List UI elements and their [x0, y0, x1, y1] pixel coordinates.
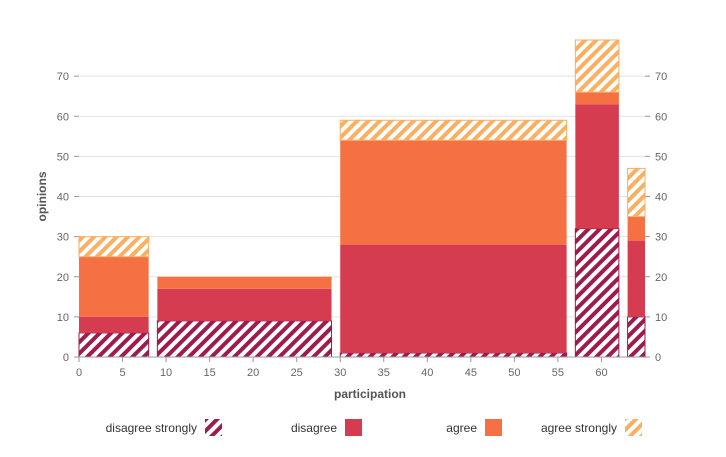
y-tick-label-right: 0 [655, 352, 661, 364]
legend-item: disagree [291, 419, 362, 436]
legend: disagree strongly disagree agree agree stro… [106, 419, 642, 436]
x-tick-label: 10 [160, 367, 172, 379]
y-tick-label-right: 20 [655, 272, 667, 284]
bar-segment-disagree-strongly [339, 352, 568, 358]
bar-group [78, 236, 150, 358]
x-tick-label: 30 [334, 367, 346, 379]
legend-swatch [625, 419, 642, 436]
bar-group [339, 119, 568, 358]
y-tick-label-left: 10 [57, 312, 69, 324]
y-tick-label-left: 50 [57, 151, 69, 163]
y-tick-label-left: 30 [57, 232, 69, 244]
x-tick-label: 15 [203, 367, 215, 379]
bar-segment-disagree [575, 104, 619, 229]
legend-label: disagree [291, 421, 337, 435]
x-tick-label: 50 [508, 367, 520, 379]
y-tick-label-right: 50 [655, 151, 667, 163]
bar-segment-agree [79, 256, 149, 317]
bar-segment-disagree-strongly [78, 332, 150, 358]
bar-segment-agree [627, 216, 645, 241]
y-tick-label-left: 70 [57, 71, 69, 83]
y-tick-label-right: 70 [655, 71, 667, 83]
x-tick-label: 55 [552, 367, 564, 379]
legend-item: agree strongly [541, 419, 642, 436]
bar-segment-disagree [79, 316, 149, 333]
axes: opinions participation 0 5 10 15 20 25 30 35 40 4… [35, 171, 645, 401]
bar-segment-disagree-strongly [574, 228, 620, 358]
bar-segment-disagree-strongly [627, 316, 646, 358]
bar-segment-agree [157, 276, 332, 289]
x-tick-label: 5 [119, 367, 125, 379]
bars [78, 39, 646, 358]
bar-segment-disagree-strongly [156, 320, 333, 358]
legend-item: disagree strongly [106, 419, 222, 436]
legend-swatch [345, 419, 362, 436]
bar-segment-disagree [340, 244, 567, 353]
y-tick-label-right: 40 [655, 192, 667, 204]
x-tick-label: 25 [291, 367, 303, 379]
y-tick-label-right: 10 [655, 312, 667, 324]
bar-segment-agree [575, 92, 619, 105]
legend-swatch [485, 419, 502, 436]
legend-label: disagree strongly [106, 421, 197, 435]
x-tick-label: 60 [595, 367, 607, 379]
legend-label: agree strongly [541, 421, 617, 435]
y-axis-title: opinions [35, 171, 49, 221]
x-axis-title: participation [334, 387, 406, 401]
y-tick-label-right: 60 [655, 111, 667, 123]
bar-group [574, 39, 620, 358]
x-tick-label: 40 [421, 367, 433, 379]
y-tick-label-left: 20 [57, 272, 69, 284]
y-tick-label-right: 30 [655, 232, 667, 244]
y-tick-label-left: 0 [63, 352, 69, 364]
x-tick-label: 20 [247, 367, 259, 379]
bar-segment-agree [340, 140, 567, 245]
bar-segment-agree-strongly [574, 39, 620, 93]
y-tick-label-left: 60 [57, 111, 69, 123]
bar-segment-agree-strongly [78, 236, 150, 258]
legend-item: agree [446, 419, 502, 436]
legend-label: agree [446, 421, 477, 435]
legend-swatch [205, 419, 222, 436]
x-tick-label: 35 [378, 367, 390, 379]
bar-segment-disagree [627, 240, 645, 317]
bar-group [156, 276, 333, 358]
x-tick-label: 0 [76, 367, 82, 379]
y-tick-label-left: 40 [57, 192, 69, 204]
bar-segment-disagree [157, 288, 332, 321]
bar-segment-agree-strongly [339, 119, 568, 141]
x-tick-label: 45 [465, 367, 477, 379]
bar-segment-agree-strongly [627, 167, 646, 218]
bar-group [627, 167, 646, 358]
